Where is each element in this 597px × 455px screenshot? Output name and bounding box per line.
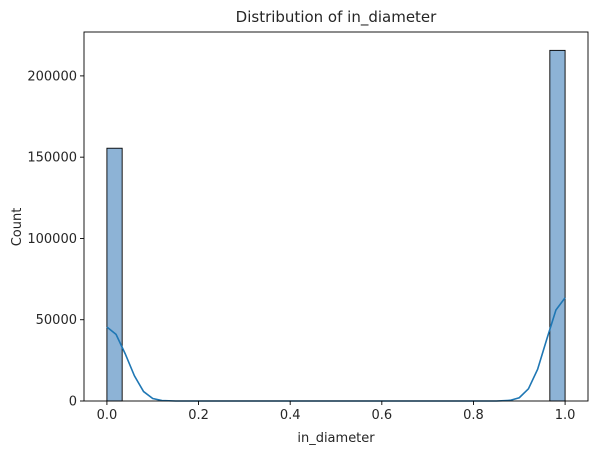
plot-frame [83, 31, 589, 402]
x-axis-label: in_diameter [297, 431, 375, 446]
kde-line [106, 297, 566, 402]
bars-layer [106, 49, 566, 402]
y-tick-label-4: 200000 [27, 69, 77, 84]
y-tick-label-3: 150000 [27, 151, 77, 166]
y-axis-label: Count [10, 208, 25, 247]
x-tick-label-5: 1.0 [555, 408, 576, 423]
y-ticks: 0 50000 100000 150000 200000 [27, 69, 84, 410]
x-tick-label-4: 0.8 [463, 408, 484, 423]
x-tick-label-2: 0.4 [280, 408, 301, 423]
y-tick-label-0: 0 [69, 395, 77, 410]
chart-title: Distribution of in_diameter [236, 8, 438, 27]
x-ticks: 0.0 0.2 0.4 0.6 0.8 1.0 [97, 401, 576, 423]
x-tick-label-1: 0.2 [188, 408, 209, 423]
y-tick-label-2: 100000 [27, 232, 77, 247]
y-tick-label-1: 50000 [36, 313, 77, 328]
x-tick-label-0: 0.0 [97, 408, 118, 423]
histogram-bar-0 [106, 147, 123, 402]
x-tick-label-3: 0.6 [371, 408, 392, 423]
histogram-bar-1 [549, 49, 566, 402]
